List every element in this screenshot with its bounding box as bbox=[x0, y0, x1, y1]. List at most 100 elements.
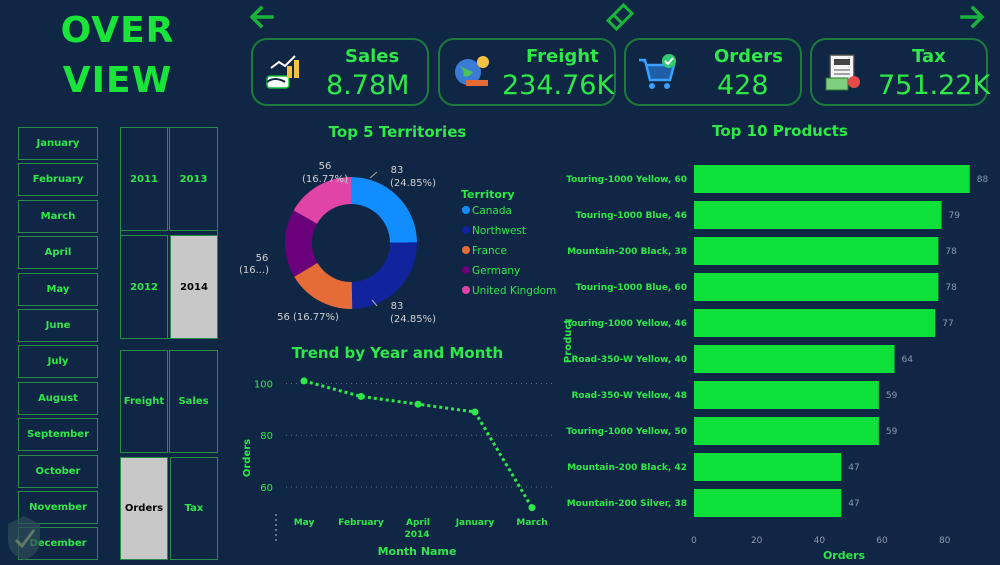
legend-marker-germany bbox=[462, 266, 470, 274]
measure-button-orders[interactable]: Orders bbox=[120, 457, 168, 560]
legend-label-united-kingdom[interactable]: United Kingdom bbox=[472, 285, 556, 297]
bar-mountain-200-silver-38[interactable] bbox=[694, 489, 842, 517]
donut-slice-northwest[interactable] bbox=[351, 242, 417, 309]
line-series-orders bbox=[303, 379, 534, 509]
bar-category-label: Touring-1000 Blue, 46 bbox=[576, 211, 687, 221]
year-button-2011[interactable]: 2011 bbox=[120, 127, 168, 231]
bar-touring-1000-blue-60[interactable] bbox=[694, 273, 939, 301]
bar-touring-1000-blue-46[interactable] bbox=[694, 201, 942, 229]
bar-mountain-200-black-42[interactable] bbox=[694, 453, 842, 481]
bar-chart-ylabel: Product bbox=[563, 319, 574, 363]
measure-button-sales[interactable]: Sales bbox=[169, 350, 218, 453]
bar-touring-1000-yellow-60[interactable] bbox=[694, 165, 970, 193]
measure-button-freight[interactable]: Freight bbox=[120, 350, 168, 453]
month-button-march[interactable]: March bbox=[18, 199, 98, 233]
year-button-2012[interactable]: 2012 bbox=[120, 235, 168, 339]
legend-label-france[interactable]: France bbox=[472, 245, 507, 257]
month-button-july[interactable]: July bbox=[18, 345, 98, 379]
bar-category-label: Mountain-200 Black, 42 bbox=[567, 463, 687, 473]
legend-label-northwest[interactable]: Northwest bbox=[472, 225, 526, 237]
kpi-tax-value: 751.22K bbox=[878, 70, 991, 101]
legend-marker-northwest bbox=[462, 226, 470, 234]
donut-label-uk-2: (16.77%) bbox=[302, 174, 348, 185]
bar-value-label: 47 bbox=[848, 463, 859, 473]
line-chart-year-label: 2014 bbox=[404, 530, 429, 540]
bar-xtick-label: 40 bbox=[814, 536, 826, 546]
bar-xtick-label: 20 bbox=[751, 536, 763, 546]
donut-slice-germany[interactable] bbox=[285, 210, 318, 277]
bar-road-350-w-yellow-40[interactable] bbox=[694, 345, 895, 373]
bar-chart: Product Orders Touring-1000 Yellow, 60 88… bbox=[563, 165, 989, 562]
bar-mountain-200-black-38[interactable] bbox=[694, 237, 939, 265]
legend-label-canada[interactable]: Canada bbox=[472, 205, 512, 217]
bar-category-label: Touring-1000 Yellow, 50 bbox=[566, 427, 687, 437]
donut-label-northwest-1: 83 bbox=[391, 301, 404, 312]
line-xtick-label: January bbox=[455, 518, 495, 528]
month-button-october[interactable]: October bbox=[18, 454, 98, 488]
donut-label-northwest-2: (24.85%) bbox=[390, 314, 436, 325]
bar-chart-xlabel: Orders bbox=[823, 549, 866, 562]
bar-value-label: 59 bbox=[886, 391, 898, 401]
line-point-january[interactable] bbox=[471, 408, 479, 416]
year-button-2014[interactable]: 2014 bbox=[170, 235, 218, 339]
bar-value-label: 64 bbox=[902, 355, 914, 365]
bar-value-label: 88 bbox=[977, 175, 989, 185]
donut-slice-canada[interactable] bbox=[351, 177, 417, 243]
line-point-march[interactable] bbox=[528, 504, 536, 512]
line-point-april[interactable] bbox=[414, 400, 422, 408]
line-chart-xlabel: Month Name bbox=[378, 545, 457, 558]
kpi-freight-label: Freight bbox=[526, 46, 599, 67]
line-ytick-label: 80 bbox=[260, 431, 273, 442]
year-button-2013[interactable]: 2013 bbox=[169, 127, 218, 231]
kpi-card-tax: Tax 751.22K bbox=[810, 38, 991, 106]
legend-marker-canada bbox=[462, 206, 470, 214]
kpi-card-freight: Freight 234.76K bbox=[438, 38, 616, 106]
month-button-january[interactable]: January bbox=[18, 127, 98, 160]
page-title-line1: OVER bbox=[60, 10, 175, 51]
donut-label-germany-2: (16...) bbox=[240, 265, 269, 276]
month-button-february[interactable]: February bbox=[18, 163, 98, 197]
bar-category-label: Touring-1000 Blue, 60 bbox=[576, 283, 687, 293]
line-xtick-label: March bbox=[516, 518, 547, 528]
line-chart-ylabel: Orders bbox=[242, 439, 253, 477]
month-button-september[interactable]: September bbox=[18, 418, 98, 452]
donut-label-germany-1: 56 bbox=[256, 253, 269, 264]
kpi-card-sales: Sales 8.78M bbox=[251, 38, 429, 106]
bar-touring-1000-yellow-50[interactable] bbox=[694, 417, 879, 445]
bar-category-label: Mountain-200 Silver, 38 bbox=[567, 499, 687, 509]
kpi-card-orders: Orders 428 bbox=[624, 38, 802, 106]
eraser-icon[interactable] bbox=[604, 2, 636, 32]
bar-touring-1000-yellow-46[interactable] bbox=[694, 309, 936, 337]
line-point-may[interactable] bbox=[300, 377, 308, 385]
shopping-cart-icon bbox=[639, 54, 676, 89]
month-button-may[interactable]: May bbox=[18, 272, 98, 306]
month-button-august[interactable]: August bbox=[18, 381, 98, 415]
line-xtick-label: April bbox=[406, 518, 430, 528]
donut-label-canada-1: 83 bbox=[391, 165, 404, 176]
donut-label-canada-2: (24.85%) bbox=[390, 178, 436, 189]
bar-chart-title: Top 10 Products bbox=[712, 122, 848, 140]
line-point-february[interactable] bbox=[357, 392, 365, 400]
legend-marker-united-kingdom bbox=[462, 286, 470, 294]
kpi-sales-value: 8.78M bbox=[326, 70, 410, 101]
donut-slice-united-kingdom[interactable] bbox=[293, 177, 351, 224]
arrow-right-icon[interactable] bbox=[958, 4, 986, 30]
arrow-left-icon[interactable] bbox=[248, 4, 276, 30]
bar-category-label: Road-350-W Yellow, 48 bbox=[571, 391, 687, 401]
line-ytick-label: 60 bbox=[260, 483, 273, 494]
month-button-june[interactable]: June bbox=[18, 309, 98, 342]
bar-category-label: Mountain-200 Black, 38 bbox=[567, 247, 687, 257]
donut-slice-france[interactable] bbox=[294, 262, 353, 309]
donut-label-france: 56 (16.77%) bbox=[277, 312, 339, 323]
page-title-line2: VIEW bbox=[62, 60, 173, 101]
bar-road-350-w-yellow-48[interactable] bbox=[694, 381, 879, 409]
donut-legend-title: Territory bbox=[461, 188, 515, 201]
month-button-november[interactable]: November bbox=[18, 491, 98, 524]
legend-label-germany[interactable]: Germany bbox=[472, 265, 520, 277]
bar-value-label: 78 bbox=[945, 283, 957, 293]
measure-button-tax[interactable]: Tax bbox=[170, 457, 218, 560]
bar-xtick-label: 80 bbox=[939, 536, 951, 546]
bar-value-label: 77 bbox=[942, 319, 953, 329]
month-button-april[interactable]: April bbox=[18, 236, 98, 270]
bar-value-label: 78 bbox=[945, 247, 957, 257]
